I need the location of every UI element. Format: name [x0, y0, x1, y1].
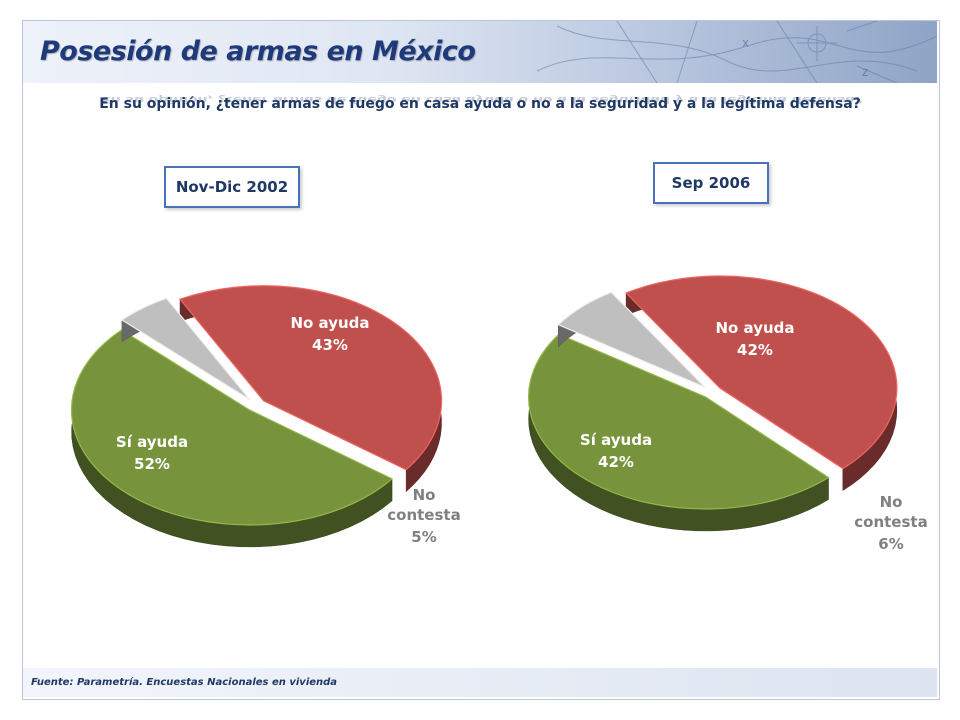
pie-slice-si-ayuda	[528, 333, 830, 532]
pie-slice-no-contesta	[120, 297, 251, 401]
banner-decoration: x z	[536, 21, 937, 83]
period-label-2002: Nov-Dic 2002	[164, 166, 300, 208]
data-label-no-ayuda: No ayuda 43%	[290, 314, 369, 354]
period-label-2006: Sep 2006	[653, 162, 769, 204]
page-title: Posesión de armas en México	[40, 36, 476, 67]
data-label-si-ayuda: Sí ayuda 42%	[580, 431, 652, 471]
data-label-no-ayuda: No ayuda 42%	[715, 319, 794, 359]
source-note: Fuente: Parametría. Encuestas Nacionales…	[31, 677, 338, 688]
data-label-no-contesta: No contesta 6%	[854, 493, 927, 553]
header-banner: x z	[23, 21, 937, 83]
pie-slice-no-contesta	[557, 291, 706, 388]
pie-slice-no-ayuda	[179, 285, 443, 493]
pie-chart-1: No ayuda 42% Sí ayuda 42% No contesta 6%	[528, 275, 928, 553]
footer-bar	[23, 668, 937, 697]
svg-text:z: z	[862, 65, 868, 79]
svg-text:x: x	[742, 36, 749, 50]
data-label-no-contesta: No contesta 5%	[387, 486, 460, 546]
pie-chart-0: No ayuda 43% Sí ayuda 52% No contesta 5%	[70, 285, 461, 548]
pie-slice-si-ayuda	[70, 329, 394, 548]
data-label-si-ayuda: Sí ayuda 52%	[116, 433, 188, 473]
pie-slice-no-ayuda	[625, 275, 898, 492]
survey-question: En su opinión, ¿tener armas de fuego en …	[99, 96, 861, 112]
